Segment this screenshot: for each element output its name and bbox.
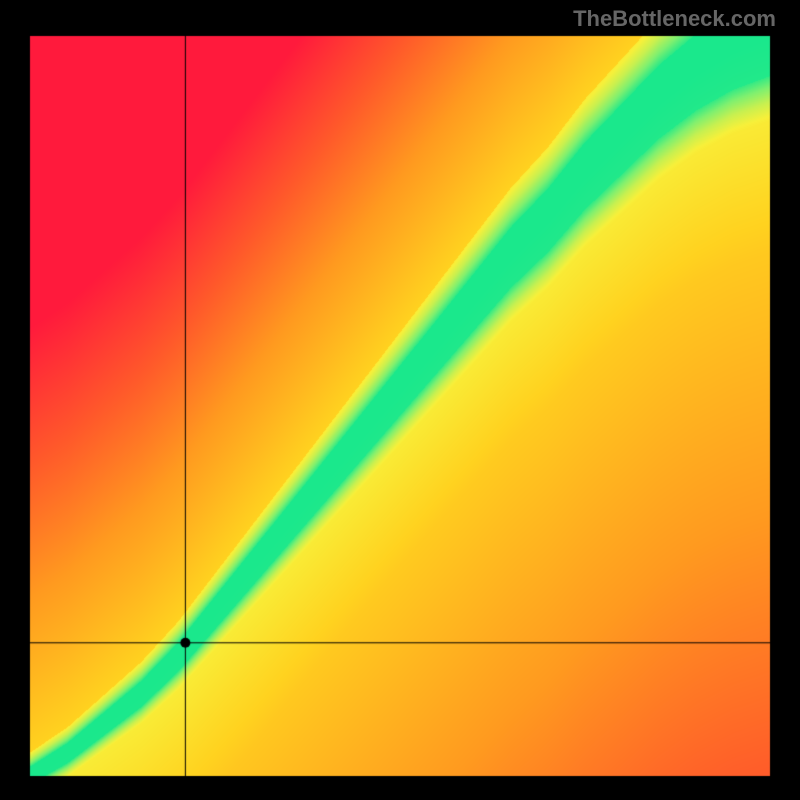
watermark-text: TheBottleneck.com — [573, 6, 776, 32]
chart-container: TheBottleneck.com — [0, 0, 800, 800]
bottleneck-heatmap — [0, 0, 800, 800]
